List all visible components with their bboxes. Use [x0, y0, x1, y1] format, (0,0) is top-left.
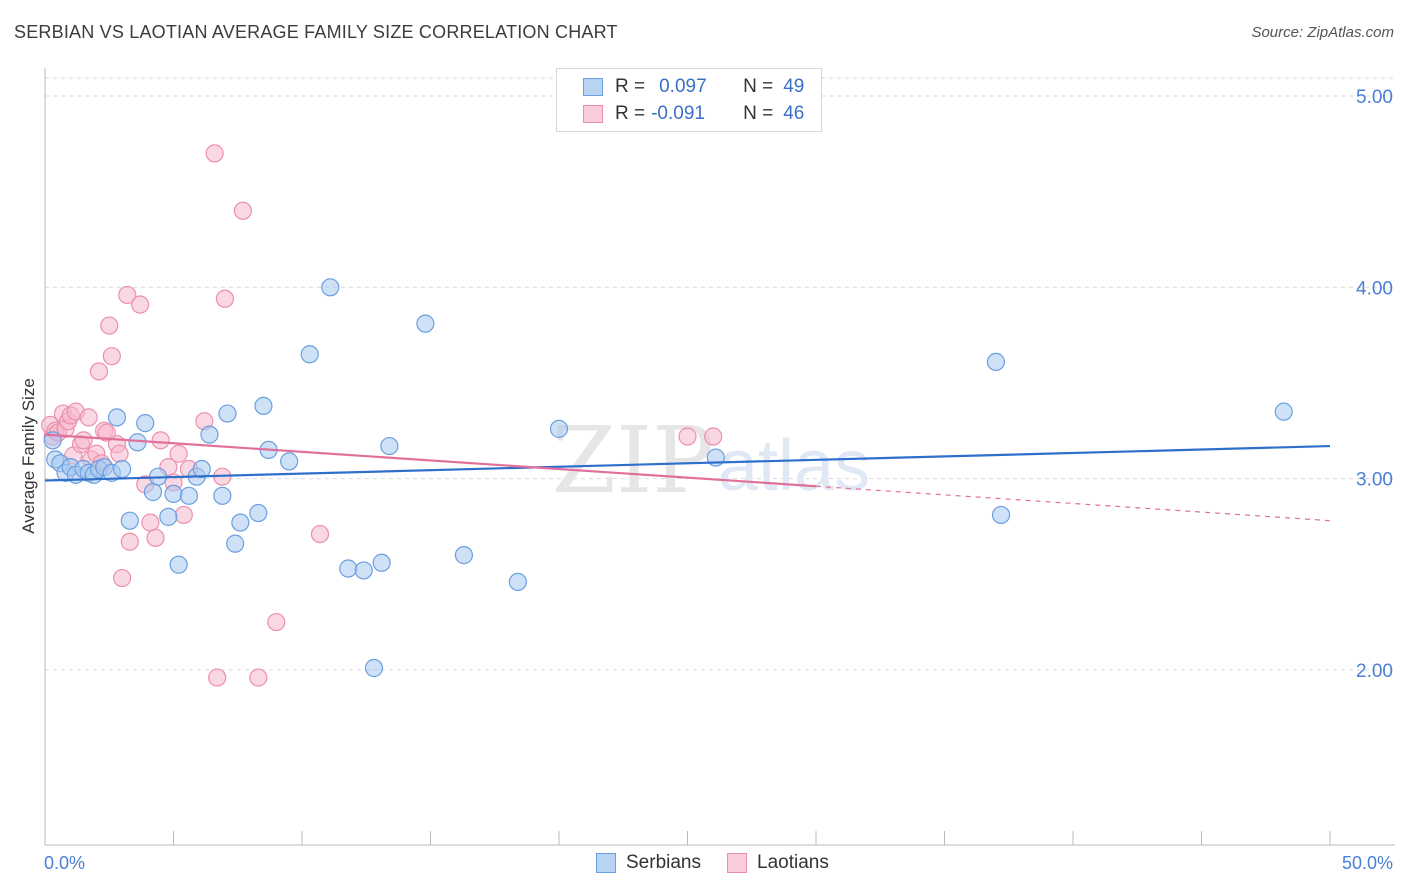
- serbian-point: [164, 484, 183, 504]
- laotian-point: [120, 532, 139, 551]
- laotian-swatch: [583, 105, 603, 123]
- trend-lines: [44, 433, 1331, 522]
- serbian-point: [991, 505, 1011, 525]
- laotian-point: [79, 408, 98, 427]
- x-tick-label: 50.0%: [1342, 853, 1393, 873]
- laotian-point: [97, 423, 116, 442]
- laotian-trend-extension: [815, 485, 1331, 522]
- serbian-point: [416, 314, 435, 333]
- y-tick-label: 2.00: [1356, 661, 1393, 682]
- laotian-point: [89, 362, 109, 381]
- laotian-point: [146, 528, 165, 548]
- serbian-point: [136, 414, 155, 433]
- n-label: N =: [743, 103, 774, 124]
- watermark-zip: ZIP: [552, 407, 714, 514]
- laotian-point: [249, 668, 268, 687]
- watermark-atlas: atlas: [718, 426, 870, 506]
- laotian-point: [118, 285, 137, 305]
- chart-title: SERBIAN VS LAOTIAN AVERAGE FAMILY SIZE C…: [14, 22, 618, 42]
- serbian-point: [107, 408, 127, 427]
- serbian-point: [372, 553, 391, 572]
- serbian-point: [508, 572, 527, 592]
- laotian-point: [678, 427, 697, 446]
- laotian-legend-swatch: [727, 853, 747, 873]
- laotian-point: [141, 513, 160, 532]
- serbian-point: [213, 486, 232, 505]
- serbian-point: [192, 459, 211, 479]
- x-tick-label: 0.0%: [44, 853, 85, 873]
- y-tick-label: 5.00: [1356, 87, 1393, 108]
- n-value: 46: [783, 103, 805, 124]
- laotian-point: [208, 668, 227, 687]
- laotian-trend-line: [44, 433, 817, 488]
- serbian-point: [218, 404, 237, 423]
- laotian-point: [215, 289, 234, 308]
- tick-labels: 2.00 3.00 4.00 5.00 0.0% 50.0%: [44, 87, 1393, 873]
- laotian-point: [151, 431, 170, 450]
- source-credit: Source: ZipAtlas.com: [1251, 24, 1394, 41]
- serbian-point: [354, 561, 373, 580]
- r-value: 0.097: [659, 76, 707, 97]
- serbian-point: [231, 513, 250, 532]
- serbian-point: [143, 482, 163, 502]
- serbian-point: [179, 486, 199, 505]
- serbian-point: [280, 452, 299, 471]
- laotian-point: [267, 612, 286, 632]
- serbian-point: [120, 511, 139, 530]
- serbian-point: [200, 425, 219, 444]
- serbian-point: [986, 352, 1006, 372]
- serbian-swatch: [583, 78, 603, 96]
- correlation-legend: R = 0.097 N = 49 R = -0.091 N = 46: [556, 68, 822, 132]
- serbian-point: [169, 555, 188, 574]
- laotian-point: [102, 347, 121, 366]
- serbian-points: [43, 278, 1293, 678]
- legend-item-serbians[interactable]: Serbians: [596, 852, 701, 874]
- n-value: 49: [783, 76, 805, 97]
- serbian-point: [549, 419, 569, 438]
- laotian-point: [169, 444, 188, 463]
- laotian-point: [110, 444, 129, 463]
- serbian-point: [1274, 402, 1293, 421]
- laotian-point: [205, 144, 224, 163]
- serbian-point: [159, 507, 178, 526]
- laotian-point: [112, 568, 132, 588]
- serbian-point: [249, 503, 268, 523]
- serbian-trend-line: [44, 444, 1331, 482]
- laotian-point: [100, 316, 119, 335]
- watermark: ZIP atlas: [552, 407, 870, 514]
- legend-row-laotians: R = -0.091 N = 46: [583, 102, 804, 126]
- laotian-point: [74, 431, 93, 450]
- y-tick-label: 4.00: [1356, 278, 1393, 299]
- legend-label-serbians: Serbians: [626, 852, 701, 873]
- serbian-point: [254, 396, 273, 416]
- laotian-point: [174, 505, 193, 525]
- legend-item-laotians[interactable]: Laotians: [727, 852, 829, 874]
- y-axis-label: Average Family Size: [19, 378, 38, 534]
- grid-lines: [45, 77, 1395, 671]
- serbian-point: [321, 278, 340, 297]
- laotian-point: [233, 201, 252, 220]
- serbian-point: [364, 658, 384, 678]
- serbian-legend-swatch: [596, 853, 616, 873]
- laotian-point: [130, 295, 150, 314]
- laotian-point: [310, 524, 330, 544]
- r-label: R =: [615, 103, 646, 124]
- n-label: N =: [743, 76, 774, 97]
- serbian-point: [226, 534, 245, 553]
- r-value: -0.091: [651, 103, 705, 124]
- legend-row-serbians: R = 0.097 N = 49: [583, 75, 804, 99]
- r-label: R =: [615, 76, 646, 97]
- y-tick-label: 3.00: [1356, 470, 1393, 491]
- serbian-point: [339, 559, 358, 578]
- serbian-point: [454, 546, 474, 565]
- serbian-point: [300, 345, 319, 364]
- series-legend: Serbians Laotians: [596, 852, 855, 874]
- serbian-point: [112, 459, 132, 479]
- legend-label-laotians: Laotians: [757, 852, 829, 873]
- serbian-point: [380, 436, 399, 456]
- axes: [44, 68, 1395, 846]
- laotian-point: [704, 427, 723, 446]
